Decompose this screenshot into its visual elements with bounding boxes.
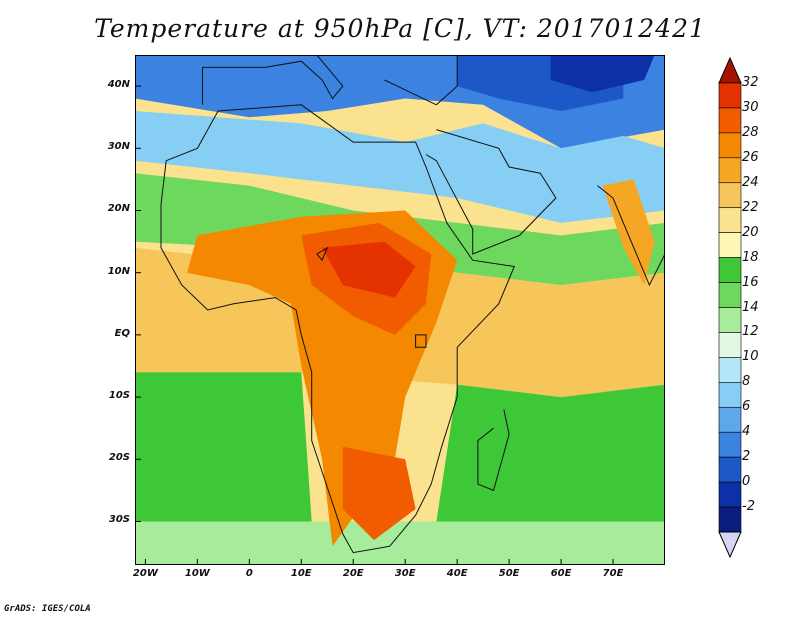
coastline-europe <box>202 55 344 105</box>
colorbar-min-arrow <box>718 531 742 559</box>
colorbar-level-label: 12 <box>742 324 759 340</box>
colorbar-level-label: 8 <box>742 374 751 390</box>
colorbar-band <box>718 157 742 184</box>
lake-victoria <box>415 334 427 348</box>
coastline-anatolia <box>384 55 458 106</box>
lat-tick-label: 10N <box>107 265 130 277</box>
colorbar-level-label: 2 <box>742 449 751 465</box>
colorbar <box>718 56 742 559</box>
map-title: Temperature at 950hPa [C], VT: 201701242… <box>94 14 706 43</box>
lon-tick-label: 20E <box>342 568 364 579</box>
colorbar-level-label: 10 <box>742 349 759 365</box>
lat-tick-label: 30N <box>107 141 130 153</box>
lon-tick-label: 40E <box>446 568 468 579</box>
lon-tick-label: 20W <box>132 568 158 579</box>
colorbar-level-label: 16 <box>742 274 759 290</box>
colorbar-level-label: 26 <box>742 149 759 165</box>
colorbar-band <box>718 506 742 533</box>
colorbar-band <box>718 382 742 408</box>
lon-tick-label: 10E <box>290 568 312 579</box>
temperature-region-hottest-central <box>322 241 416 298</box>
coastline-india <box>597 185 665 287</box>
colorbar-band <box>718 431 742 458</box>
colorbar-level-label: 4 <box>742 424 751 440</box>
colorbar-max-arrow <box>718 56 742 84</box>
colorbar-band <box>718 332 742 358</box>
colorbar-level-label: 28 <box>742 124 759 140</box>
colorbar-band <box>718 132 742 159</box>
colorbar-band <box>718 82 742 109</box>
lat-tick-label: 30S <box>108 514 130 526</box>
lat-tick-label: 20N <box>107 203 130 215</box>
colorbar-level-label: 32 <box>742 75 759 90</box>
coastline-africa <box>160 104 516 554</box>
lon-tick-label: 50E <box>498 568 520 579</box>
colorbar-band <box>718 182 742 209</box>
colorbar-level-label: 6 <box>742 399 751 415</box>
colorbar-level-label: 0 <box>742 474 751 490</box>
colorbar-band <box>718 357 742 383</box>
temperature-region-hot-south <box>342 446 416 541</box>
colorbar-band <box>718 207 742 233</box>
temperature-region-north-africa-mild <box>135 111 665 223</box>
colorbar-level-label: 18 <box>742 249 759 265</box>
colorbar-level-label: 20 <box>742 224 759 240</box>
lat-tick-label: 20S <box>108 452 130 464</box>
colorbar-band <box>718 456 742 483</box>
lake-chad <box>316 246 329 262</box>
colorbar-band <box>718 107 742 134</box>
colorbar-level-label: 24 <box>742 174 759 190</box>
map-panel <box>135 55 665 565</box>
colorbar-level-label: -2 <box>742 499 755 515</box>
temperature-region-south-cold <box>135 521 665 565</box>
colorbar-band <box>718 282 742 308</box>
colorbar-level-label: 14 <box>742 299 759 315</box>
coastline-arabia <box>425 129 557 255</box>
temperature-map <box>135 55 665 565</box>
colorbar-band <box>718 307 742 333</box>
lon-tick-label: 30E <box>394 568 416 579</box>
map-frame <box>135 55 665 565</box>
lon-tick-label: 0 <box>245 568 253 579</box>
colorbar-band <box>718 481 742 508</box>
lat-tick-label: 40N <box>107 79 130 91</box>
lat-tick-label: EQ <box>114 327 130 339</box>
lon-tick-label: 70E <box>602 568 624 579</box>
temperature-region-south-atlantic-green <box>135 372 312 522</box>
lat-tick-label: 10S <box>108 390 130 402</box>
colorbar-band <box>718 232 742 258</box>
temperature-region-south-indian-green <box>436 384 665 522</box>
lon-tick-label: 10W <box>184 568 210 579</box>
colorbar-level-label: 30 <box>742 99 759 115</box>
temperature-region-india-warm <box>602 179 655 286</box>
temperature-region-coldest <box>550 55 655 93</box>
credit-text: GrADS: IGES/COLA <box>4 604 91 614</box>
colorbar-band <box>718 257 742 283</box>
coastline-madagascar <box>477 409 510 492</box>
colorbar-level-label: 22 <box>742 199 759 215</box>
lon-tick-label: 60E <box>550 568 572 579</box>
colorbar-band <box>718 406 742 433</box>
